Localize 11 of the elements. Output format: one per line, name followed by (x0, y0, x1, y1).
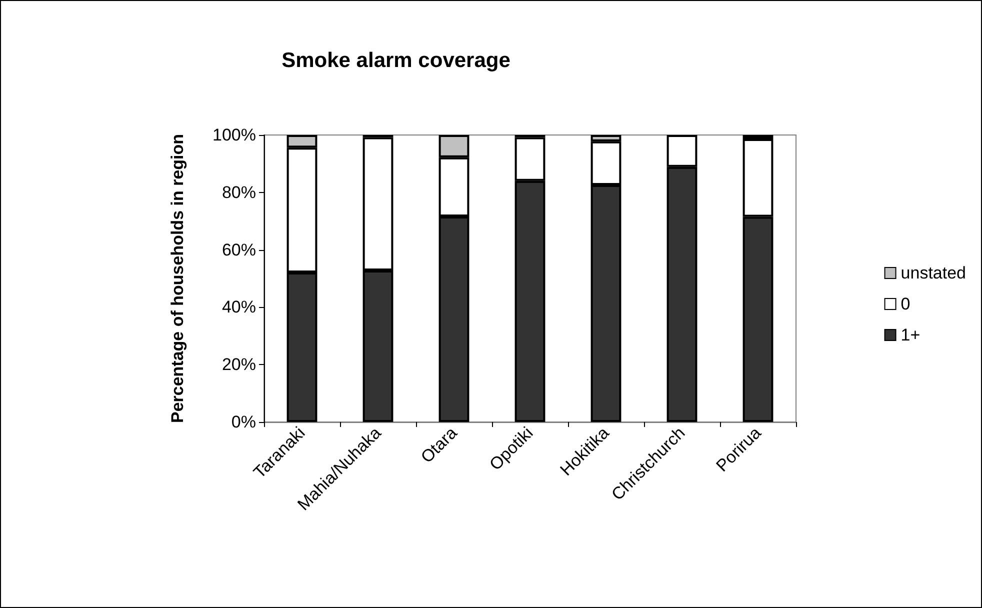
y-tick-label: 100% (212, 126, 256, 144)
y-axis-title: Percentage of households in region (168, 134, 187, 424)
y-tick-label: 20% (222, 355, 256, 374)
y-tick-label: 40% (222, 298, 256, 317)
legend-label: 1+ (900, 326, 920, 344)
y-tick-label: 60% (222, 240, 256, 260)
legend-label: unstated (900, 264, 966, 282)
y-tick-label: 80% (222, 182, 256, 202)
y-tick-label: 0% (231, 412, 256, 432)
legend-label: 0 (900, 294, 910, 314)
chart-title: Smoke alarm coverage (282, 49, 510, 72)
